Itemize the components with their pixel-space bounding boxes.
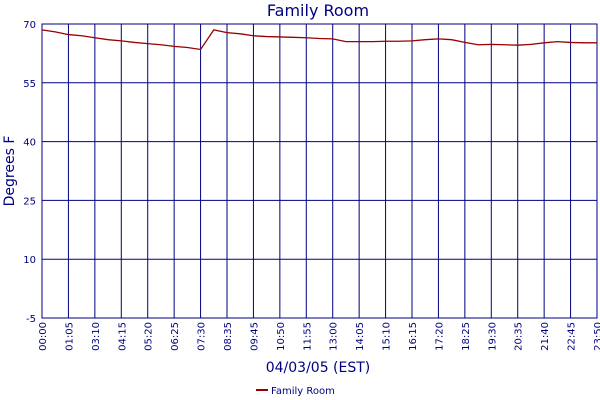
y-tick-label: -5 (26, 314, 36, 325)
x-tick-label: 11:55 (302, 322, 313, 351)
x-tick-label: 18:25 (461, 322, 472, 351)
y-axis-label: Degrees F (2, 136, 18, 207)
x-tick-label: 23:50 (593, 322, 600, 351)
x-tick-label: 08:35 (223, 322, 234, 351)
y-tick-label: 70 (23, 20, 36, 31)
y-tick-label: 55 (23, 79, 36, 90)
x-tick-label: 03:10 (91, 322, 102, 351)
x-tick-label: 04:15 (117, 322, 128, 351)
y-tick-label: 10 (23, 255, 36, 266)
plot-border (41, 23, 598, 319)
data-line (41, 29, 597, 51)
x-tick-label: 16:15 (408, 322, 419, 351)
x-tick-label: 09:45 (249, 322, 260, 351)
x-tick-label: 00:00 (38, 322, 49, 351)
y-tick-label: 40 (23, 138, 36, 149)
x-tick-label: 06:25 (170, 322, 181, 351)
x-tick-label: 07:30 (197, 322, 208, 351)
x-axis-label: 04/03/05 (EST) (266, 360, 371, 376)
y-tick-label: 25 (23, 196, 36, 207)
x-tick-label: 13:00 (329, 322, 340, 351)
x-tick-label: 22:45 (567, 322, 578, 351)
x-tick-label: 19:30 (487, 322, 498, 351)
x-tick-label: 14:05 (355, 322, 366, 351)
x-tick-label: 21:40 (540, 322, 551, 351)
x-tick-label: 10:50 (276, 322, 287, 351)
x-tick-label: 17:20 (434, 322, 445, 351)
x-tick-label: 01:05 (64, 322, 75, 351)
chart-title: Family Room (267, 1, 369, 20)
x-tick-label: 05:20 (144, 322, 155, 351)
x-tick-label: 20:35 (514, 322, 525, 351)
x-tick-label: 15:10 (382, 322, 393, 351)
legend-label: Family Room (271, 386, 335, 397)
